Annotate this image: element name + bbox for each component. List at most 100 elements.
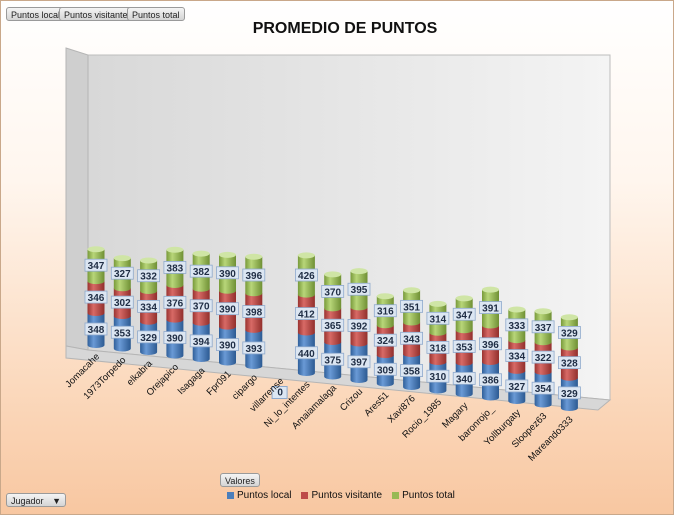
data-label-visitante-xavi876: 343 [400, 331, 424, 345]
data-label: 327 [508, 382, 525, 393]
bar-cap [560, 314, 578, 321]
label-box [373, 333, 397, 347]
label-box [137, 269, 161, 283]
data-label-total-ares51: 316 [373, 304, 397, 318]
data-label: 440 [298, 349, 315, 360]
data-label-total-orejapico: 383 [163, 261, 187, 274]
data-label-visitante-mareando333: 328 [558, 356, 581, 370]
data-label: 327 [114, 269, 131, 280]
legend: Puntos local Puntos visitante Puntos tot… [227, 490, 455, 501]
label-box [163, 331, 187, 344]
legend-swatch-visitante [301, 492, 309, 499]
data-label-local-baronrojo-: 386 [479, 373, 502, 387]
data-label: 395 [351, 285, 368, 296]
data-label-local-orejapico: 390 [163, 331, 187, 345]
data-label-local-1973torpedo: 353 [110, 325, 134, 339]
data-label: 334 [140, 302, 157, 313]
bar-cap [219, 251, 236, 258]
bar-cap [245, 253, 263, 260]
data-label: 390 [219, 305, 236, 316]
data-label: 314 [430, 314, 447, 325]
filter-button-puntos-local[interactable]: Puntos local [6, 7, 66, 21]
data-label-total-elkabra: 332 [137, 269, 161, 283]
data-label-total-amaiamalaga: 370 [321, 284, 345, 298]
label-box [216, 302, 239, 316]
bar-cap [166, 246, 184, 253]
label-box [84, 322, 108, 336]
category-label-crizou: Crizou [338, 386, 365, 413]
label-box [84, 290, 108, 304]
legend-label-local: Puntos local [237, 490, 292, 501]
label-box [400, 299, 424, 313]
bar-cap [482, 286, 499, 293]
data-label-visitante-baronrojo-: 396 [479, 337, 502, 351]
data-label: 392 [351, 321, 368, 332]
data-label: 310 [430, 372, 447, 383]
bar-cap [192, 250, 210, 257]
bar-cap [376, 293, 394, 300]
label-box [110, 295, 134, 309]
data-label: 322 [535, 353, 552, 364]
data-label: 346 [88, 293, 105, 304]
data-label: 347 [456, 310, 473, 321]
axis-field-button[interactable]: Jugador ▼ [6, 493, 66, 507]
data-label: 370 [193, 302, 210, 313]
label-box [373, 304, 397, 318]
data-label: 382 [193, 267, 210, 278]
data-label-local-yollburgaty: 327 [505, 379, 529, 393]
label-box [321, 318, 345, 332]
label-box [84, 258, 108, 272]
label-box [242, 341, 266, 355]
data-label: 309 [377, 365, 394, 376]
legend-label-total: Puntos total [402, 490, 455, 501]
label-box [216, 266, 239, 280]
data-label: 329 [561, 328, 578, 339]
data-label: 334 [508, 352, 525, 363]
data-label-local-ares51: 309 [373, 362, 397, 376]
data-label: 393 [245, 344, 262, 355]
label-box [294, 346, 318, 360]
data-label-visitante-cipargo: 398 [242, 305, 266, 319]
data-label: 386 [482, 376, 499, 387]
data-label-visitante-jomacahe: 346 [84, 290, 108, 304]
data-label-visitante-ares51: 324 [373, 333, 397, 347]
data-label-total-baronrojo-: 391 [479, 301, 502, 315]
data-label: 329 [140, 333, 157, 344]
data-label: 396 [245, 271, 262, 282]
label-box [426, 311, 450, 325]
data-label-visitante-orejapico: 376 [163, 295, 187, 309]
label-box [373, 362, 397, 376]
data-label-visitante-amaiamalaga: 365 [321, 318, 345, 332]
data-label-local-fpr091: 390 [216, 338, 239, 352]
label-box [558, 326, 581, 339]
data-label-total-mareando333: 329 [558, 326, 581, 339]
data-label: 354 [535, 384, 552, 395]
data-label-local-xavi876: 358 [400, 364, 424, 378]
data-label: 370 [324, 287, 341, 298]
values-button[interactable]: Valores [220, 473, 260, 487]
data-label: 348 [88, 325, 105, 336]
data-label: 398 [245, 308, 262, 319]
label-box [242, 268, 266, 282]
category-label-ares51: Ares51 [362, 390, 391, 419]
data-label: 343 [403, 334, 420, 345]
label-box [505, 349, 529, 362]
data-label-visitante-1973torpedo: 302 [110, 295, 134, 309]
bar-cap [455, 295, 473, 302]
label-box [531, 381, 555, 395]
data-label: 390 [167, 334, 184, 345]
bar-cap [113, 255, 131, 262]
filter-button-puntos-total[interactable]: Puntos total [127, 7, 185, 21]
data-label: 333 [508, 321, 525, 332]
data-label-visitante-fpr091: 390 [216, 302, 239, 316]
bar-cap [297, 252, 315, 259]
label-box [189, 334, 213, 348]
data-label: 351 [403, 302, 420, 313]
data-label-local-cipargo: 393 [242, 341, 266, 355]
data-label-visitante-magary: 353 [452, 340, 476, 353]
label-box [400, 331, 424, 345]
label-box [479, 373, 502, 387]
data-label-visitante-elkabra: 334 [137, 299, 161, 313]
label-box [294, 268, 318, 282]
label-box [479, 337, 502, 351]
